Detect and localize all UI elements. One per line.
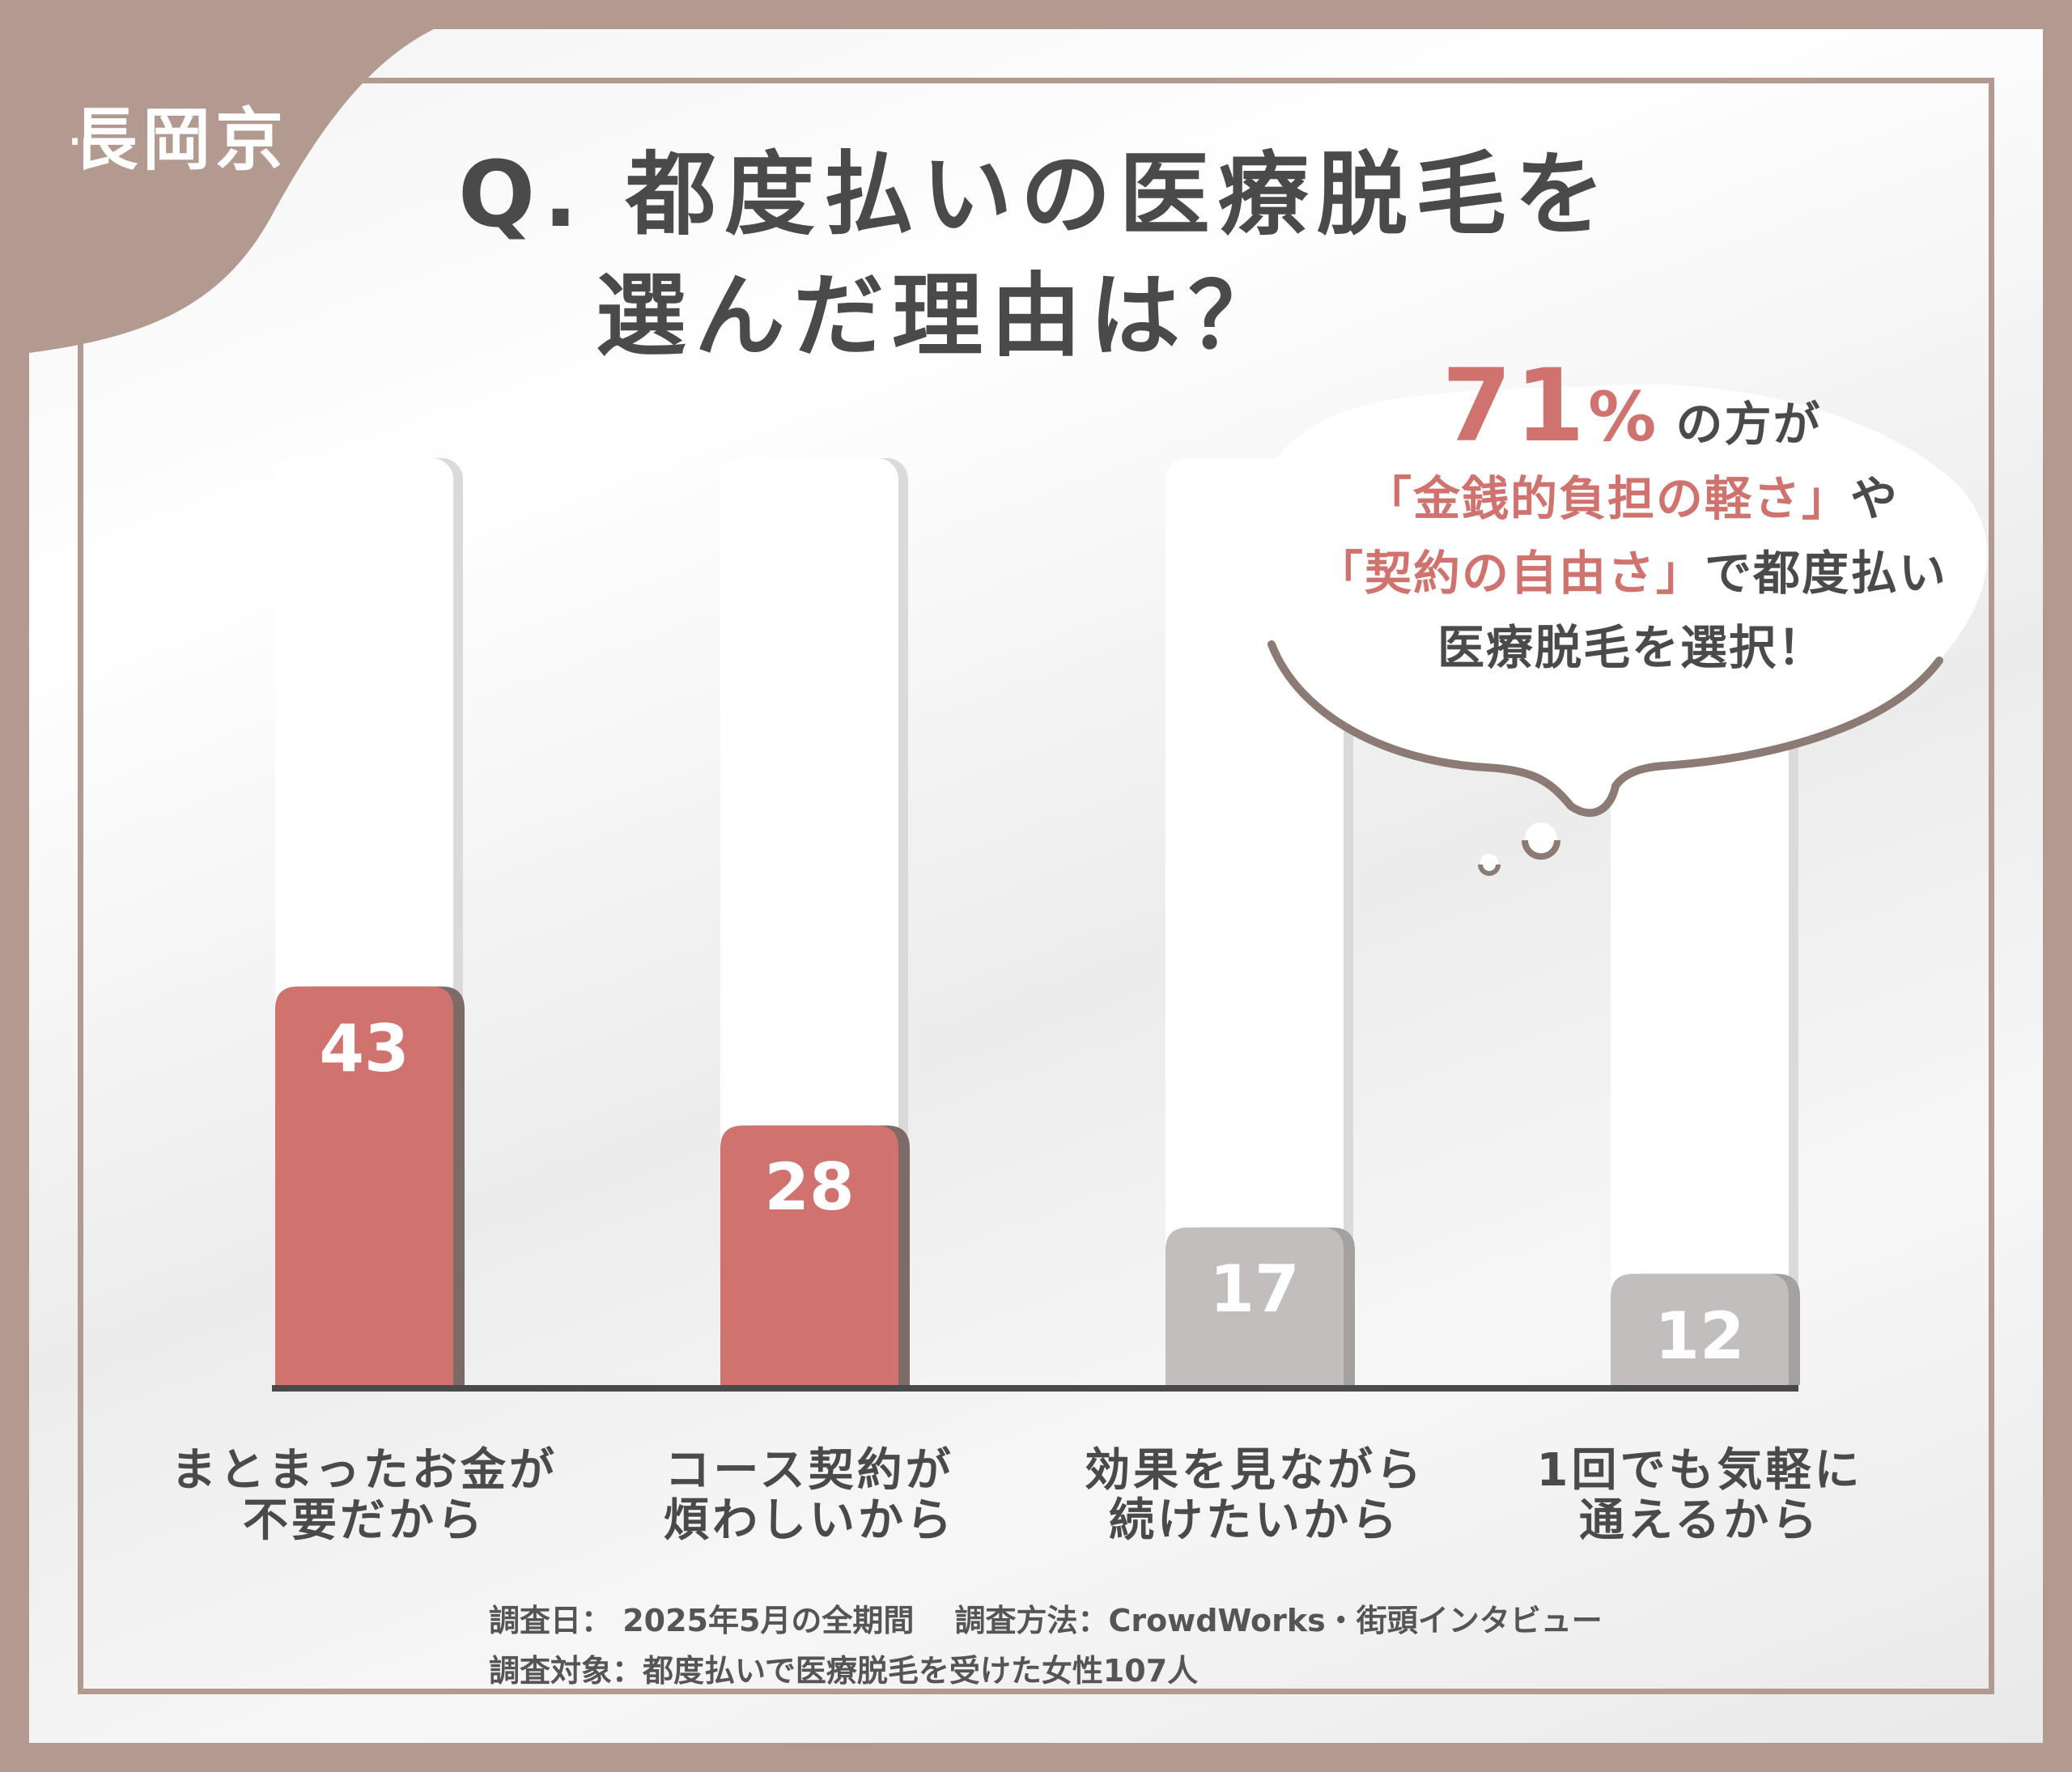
infographic-card: 長岡京 Q. 都度払いの医療脱毛を 選んだ理由は？ 43 28 17 12 まとまった… [29,29,2043,1743]
bar [1611,1273,1789,1385]
bar-value-label: 43 [319,1010,410,1086]
category-label: 1回でも気軽に 通えるから [1536,1444,1863,1547]
bar [720,1125,898,1385]
callout-line-3: 「契約の自由さ」で都度払い [1243,536,2020,610]
survey-date: 調査日： 2025年5月の全期間 [489,1603,915,1638]
callout-line-1: 71% の方が [1243,356,2020,461]
callout-highlight-1: 「金銭的負担の軽さ」 [1364,471,1850,526]
callout-percent-sign: % [1588,377,1658,457]
bar-chart [272,458,1800,1392]
bar-value-label: 17 [1209,1251,1300,1328]
survey-method: 調査方法：CrowdWorks・街頭インタビュー [954,1603,1603,1638]
bar-value-label: 12 [1654,1298,1745,1374]
bar [1166,1227,1344,1385]
bar-value-label: 28 [764,1149,855,1226]
callout-line-2-rest: や [1850,471,1900,526]
category-label: まとまったお金が 不要だから [171,1444,558,1547]
callout-highlight-2: 「契約の自由さ」 [1315,546,1705,601]
inner-frame [78,78,1994,1694]
callout-percent: 71 [1441,348,1589,465]
callout-line-2: 「金銭的負担の軽さ」や [1243,461,2020,536]
survey-footer: 調査日： 2025年5月の全期間 調査方法：CrowdWorks・街頭インタビュー… [489,1596,1603,1696]
callout-text: 71% の方が 「金銭的負担の軽さ」や 「契約の自由さ」で都度払い 医療脱毛を選… [1243,356,2020,685]
bar [275,986,453,1385]
region-corner-tab [29,29,434,353]
category-label: 効果を見ながら 続けたいから [1085,1444,1424,1547]
speech-bubble [1256,384,1988,876]
callout-line-4: 医療脱毛を選択！ [1437,620,1826,675]
page-title: Q. 都度払いの医療脱毛を 選んだ理由は？ [458,134,1613,377]
title-line-2: 選んだ理由は？ [596,264,1287,369]
callout-after-percent: の方が [1675,397,1822,452]
title-line-1: Q. 都度払いの医療脱毛を [458,142,1613,248]
callout-line-3-rest: で都度払い [1705,546,1948,601]
region-label: 長岡京 [70,100,289,180]
survey-target: 調査対象：都度払いで医療脱毛を受けた女性107人 [489,1653,1199,1689]
category-label: コース契約が 煩わしいから [664,1444,955,1547]
